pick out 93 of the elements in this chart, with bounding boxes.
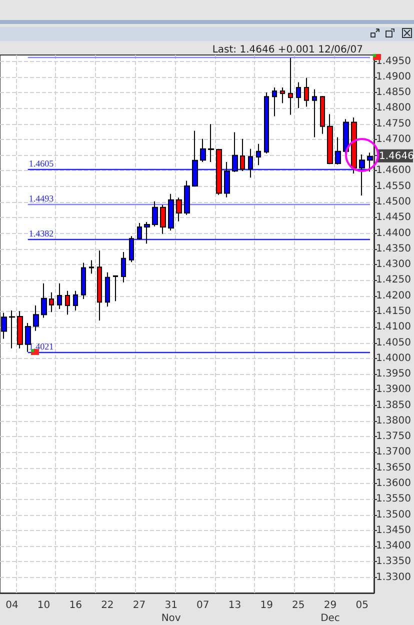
candlestick [312, 88, 317, 138]
candlestick [81, 262, 86, 300]
x-tick-label: 05 [356, 600, 368, 611]
candlestick [73, 290, 78, 312]
y-tick-label: 1.4400 [376, 228, 412, 239]
y-tick-label: 1.3450 [376, 524, 412, 536]
y-tick-label: 1.3850 [376, 400, 412, 411]
x-tick-label: 25 [292, 600, 305, 611]
candlestick [208, 124, 214, 162]
y-tick-label: 1.4350 [376, 243, 412, 254]
candlestick [192, 130, 198, 188]
y-tick-label: 1.4700 [376, 134, 412, 145]
y-tick-label: 1.4600 [376, 165, 412, 176]
candlestick [280, 87, 285, 104]
candlestick [320, 95, 325, 134]
y-tick-label: 1.3800 [376, 415, 412, 426]
y-tick-label: 1.4250 [376, 274, 412, 286]
candlestick [65, 290, 70, 316]
candlestick [137, 222, 142, 240]
x-tick-label: 16 [69, 600, 82, 611]
y-tick-label: 1.3700 [376, 446, 412, 458]
y-tick-label: 1.3550 [376, 494, 412, 505]
candlestick [335, 136, 341, 165]
y-tick-label: 1.3500 [376, 509, 412, 520]
y-tick-label: 1.3600 [376, 478, 412, 490]
candlestick [240, 138, 245, 172]
y-tick-label: 1.3650 [376, 462, 412, 474]
y-tick-label: 1.3350 [376, 556, 412, 568]
x-tick-label: 07 [196, 600, 210, 611]
y-tick-label: 1.4900 [376, 71, 412, 82]
candlestick [97, 250, 102, 322]
candlestick [168, 193, 174, 231]
candlestick [152, 200, 158, 227]
x-tick-label: 22 [101, 600, 114, 611]
y-tick-label: 1.4500 [376, 196, 412, 208]
y-tick-label: 1.4850 [376, 87, 412, 98]
y-tick-label: 1.4150 [376, 306, 412, 317]
candlestick [41, 282, 47, 318]
y-tick-label: 1.4100 [376, 322, 412, 333]
candlestick [89, 260, 94, 274]
candlestick [296, 82, 301, 109]
y-tick-label: 1.4800 [376, 102, 412, 114]
candlestick [216, 148, 222, 196]
candlestick [105, 272, 110, 307]
y-tick-label: 1.4450 [376, 212, 412, 224]
candlestick [327, 114, 333, 165]
y-tick-label: 1.4750 [376, 118, 412, 130]
y-tick-label: 1.3950 [376, 368, 412, 380]
x-tick-label: 10 [37, 600, 50, 611]
x-tick-label: 19 [260, 600, 273, 611]
candlestick [359, 154, 365, 196]
candlestick [367, 152, 373, 172]
ref-line-label: 1.4382 [28, 228, 54, 238]
ref-line-label: 1.4605 [28, 158, 54, 169]
candlestick [351, 117, 357, 174]
candlestick [129, 236, 134, 263]
candlestick [121, 252, 126, 283]
candlestick [160, 204, 166, 234]
candlestick [57, 282, 62, 310]
y-tick-label: 1.3400 [376, 540, 412, 552]
x-tick-label: 31 Nov [161, 600, 181, 624]
y-tick-label: 1.4300 [376, 259, 412, 270]
y-tick-label: 1.3750 [376, 431, 412, 442]
candlestick [49, 292, 54, 313]
candlestick [256, 143, 261, 166]
x-tick-label: 13 [228, 600, 242, 611]
candlestick [304, 77, 309, 108]
x-tick-label: 29 Dec [320, 600, 340, 624]
candlestick [144, 222, 150, 244]
y-tick-label: 1.4550 [376, 180, 412, 192]
y-tick-label: 1.3900 [376, 384, 412, 396]
candlestick [33, 305, 39, 332]
candlestick [17, 310, 23, 349]
candlestick [176, 197, 182, 222]
x-tick-label: 04 [6, 600, 18, 611]
candlestick [113, 275, 118, 302]
y-tick-label: 1.4200 [376, 290, 412, 302]
candlestick [1, 312, 7, 340]
candlestick [264, 92, 269, 154]
ref-line-label: 1.4493 [28, 194, 54, 204]
chart-title: Last: 1.4646 +0.001 12/06/07 [212, 44, 364, 56]
y-tick-label: 1.4000 [376, 352, 412, 364]
y-tick-label: 1.4050 [376, 337, 412, 348]
candlestick [232, 132, 238, 172]
y-tick-label: 1.3300 [376, 572, 412, 583]
candlestick [288, 57, 293, 116]
candlestick [200, 138, 206, 162]
candlestick [248, 148, 253, 178]
x-tick-label: 27 [132, 600, 146, 611]
candlestick [9, 310, 15, 349]
candlestick [184, 180, 190, 216]
candlestick [224, 161, 230, 198]
candlestick [272, 87, 277, 117]
